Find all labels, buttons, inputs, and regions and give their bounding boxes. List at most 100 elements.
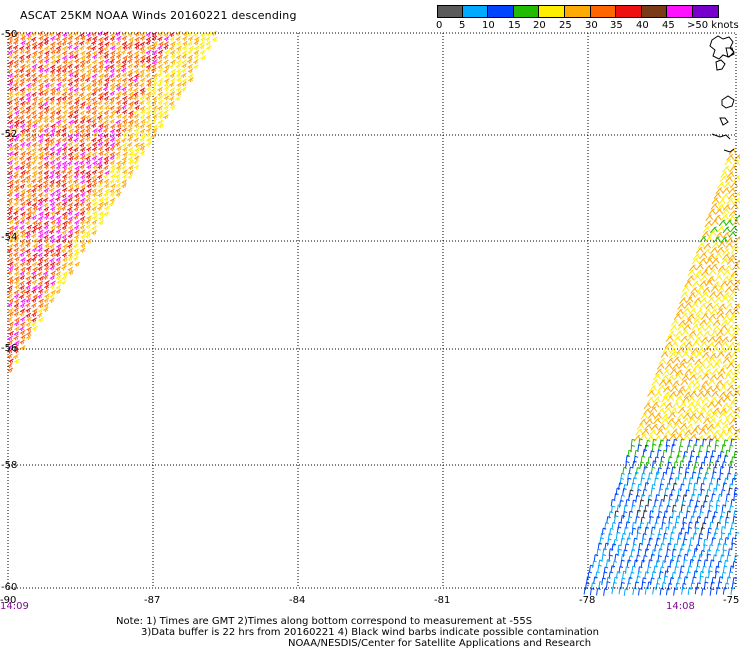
wind-barb	[43, 170, 50, 176]
wind-barb	[37, 266, 43, 272]
wind-barb	[38, 275, 44, 281]
wind-barb	[73, 173, 80, 179]
wind-barb	[7, 72, 14, 79]
wind-barb	[13, 331, 20, 337]
wind-barb	[44, 141, 50, 147]
wind-barb	[91, 105, 98, 111]
wind-barb	[711, 515, 717, 524]
wind-barb	[703, 242, 712, 250]
lat-label-56: -56	[1, 343, 17, 354]
wind-barb	[175, 63, 181, 69]
wind-barb	[13, 173, 19, 179]
wind-barb	[714, 252, 723, 259]
wind-barb	[703, 308, 712, 315]
wind-barb	[724, 158, 733, 166]
wind-barb	[669, 391, 677, 398]
wind-barb	[73, 119, 79, 125]
wind-barb	[133, 87, 139, 93]
wind-barb	[122, 55, 128, 61]
wind-barb	[163, 100, 169, 106]
wind-barb	[658, 548, 663, 556]
wind-barb	[691, 407, 700, 415]
wind-barb	[199, 41, 205, 47]
wind-barb	[19, 215, 26, 221]
wind-barb	[31, 110, 37, 116]
wind-barb	[85, 50, 92, 56]
wind-barb	[127, 44, 133, 50]
wind-barb	[647, 389, 655, 397]
wind-barb	[25, 270, 32, 276]
wind-barb	[67, 160, 73, 166]
wind-barb	[728, 400, 737, 408]
wind-barb	[7, 317, 13, 323]
wind-barb	[694, 291, 703, 298]
wind-barb	[134, 142, 140, 148]
wind-barb	[714, 460, 720, 468]
wind-barb	[724, 264, 733, 272]
wind-barb	[693, 274, 701, 282]
wind-barb	[145, 36, 152, 42]
wind-barb	[19, 302, 26, 309]
wind-barb	[127, 81, 134, 88]
wind-barb	[675, 454, 681, 463]
wind-barb	[627, 493, 633, 501]
wind-barb	[608, 554, 614, 563]
wind-barb	[694, 521, 700, 529]
wind-barb	[74, 182, 80, 189]
wind-barb	[85, 197, 91, 203]
wind-barb	[31, 147, 37, 153]
wind-barb	[115, 109, 121, 115]
wind-barb	[49, 155, 55, 161]
wind-barb	[50, 35, 56, 41]
wind-barb	[38, 30, 44, 37]
wind-barb	[671, 319, 679, 326]
wind-barb	[181, 59, 187, 65]
wind-barb	[25, 96, 32, 102]
wind-barb	[661, 521, 666, 530]
wind-barb	[712, 385, 721, 393]
wind-barb	[61, 238, 68, 244]
wind-barb	[115, 165, 122, 171]
wind-barb	[695, 544, 701, 552]
wind-barb	[682, 307, 691, 315]
wind-barb	[14, 165, 20, 171]
wind-barb	[14, 234, 20, 240]
wind-barb	[163, 54, 169, 60]
wind-barb	[13, 86, 19, 92]
wind-barb	[676, 308, 684, 316]
wind-barb	[701, 396, 710, 404]
wind-barb	[55, 256, 62, 262]
wind-barb	[38, 155, 44, 161]
wind-barb	[639, 461, 645, 470]
wind-barb	[32, 294, 39, 300]
wind-barb	[31, 321, 37, 328]
wind-barb	[43, 174, 50, 180]
wind-barb	[673, 313, 682, 321]
wind-barb	[695, 500, 701, 508]
wind-barb	[724, 352, 733, 359]
wind-barb	[122, 109, 128, 115]
wind-barb	[705, 428, 714, 436]
wind-barb	[151, 82, 158, 88]
wind-barb	[720, 236, 729, 244]
wind-barb	[158, 78, 164, 84]
wind-barb	[19, 54, 25, 60]
wind-barb	[37, 44, 44, 50]
wind-barb	[7, 248, 13, 254]
wind-barb	[681, 587, 686, 595]
wind-barb	[702, 417, 711, 425]
wind-barb	[43, 202, 49, 208]
wind-barb	[61, 123, 68, 129]
wind-barb	[720, 511, 726, 519]
wind-barb	[731, 373, 739, 381]
wind-barb	[97, 161, 103, 167]
scale-label-45: 45	[662, 20, 675, 31]
wind-barb	[43, 247, 50, 253]
wind-barb	[103, 165, 109, 171]
wind-barb	[79, 59, 86, 65]
wind-barb	[73, 251, 80, 257]
wind-barb	[726, 384, 735, 392]
wind-barb	[7, 326, 14, 332]
wind-barb	[690, 347, 699, 355]
wind-barb	[679, 297, 687, 304]
